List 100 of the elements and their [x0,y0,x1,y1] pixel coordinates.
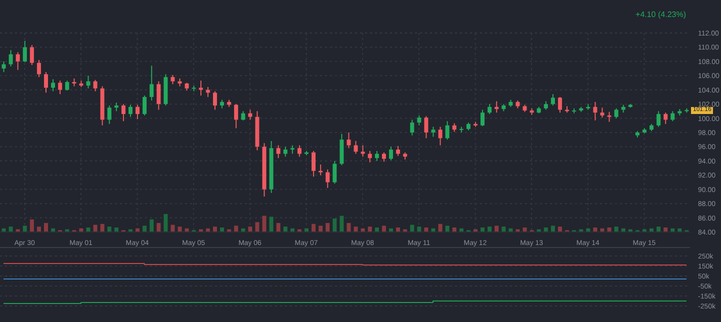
bar [262,216,266,232]
bar [550,226,555,232]
candlestick [121,104,126,122]
bar [382,226,386,232]
candlestick [51,78,56,92]
candlestick [600,107,604,118]
candlestick [488,104,492,115]
bar [170,224,175,232]
bar [326,223,330,232]
candlestick [136,104,140,120]
candlestick [128,104,132,118]
candlestick [346,132,351,149]
candlestick [368,150,372,163]
bar [438,224,442,232]
candlestick [65,80,70,92]
bar [488,226,492,232]
candlestick [16,52,20,70]
bar [502,226,506,232]
candlestick [424,116,428,139]
candlestick [30,44,34,66]
candlestick [170,74,175,85]
candlestick [44,72,48,94]
candlestick [396,146,400,156]
candlestick [558,96,562,114]
bar [332,218,337,232]
candlestick [550,94,555,106]
candlestick [494,100,499,114]
candlestick [142,95,147,116]
candlestick [241,110,246,121]
candlestick [234,104,238,129]
candlestick [354,140,358,154]
candlestick [374,150,379,162]
bar [234,226,238,232]
candlestick [431,126,436,138]
bar [22,226,27,232]
candlestick [656,110,661,128]
candlestick [156,80,161,110]
bar [269,216,274,232]
candlestick [276,144,280,159]
candlestick [36,60,41,78]
candlestick [438,126,442,146]
bar [346,223,351,232]
bar [276,223,280,232]
bar [156,223,161,232]
candlestick [22,40,27,63]
candlestick [8,50,13,67]
bar [445,226,450,232]
bar [8,226,13,232]
bar [656,226,661,232]
candlestick [198,80,203,96]
bar [30,219,34,232]
candlestick [86,75,90,89]
candlestick [445,120,450,140]
bar [212,226,217,232]
bar [494,226,499,232]
candlestick [480,109,485,127]
bar [36,226,41,232]
bar [558,226,562,232]
candlestick [607,111,612,122]
candlestick [417,114,422,126]
candlestick [326,168,330,188]
candlestick [670,110,675,122]
candlestick [410,119,414,136]
candlestick [614,108,618,119]
candlestick [360,144,365,158]
bar [283,226,288,232]
bar [614,226,618,232]
bar [142,226,147,232]
bar [417,226,422,232]
bar [150,219,154,232]
candlestick [318,164,323,176]
candlestick [297,144,302,158]
bar [107,226,112,232]
bar [312,224,316,232]
candlestick [107,104,112,124]
candlestick [389,146,394,161]
bar [93,224,98,232]
bar [340,216,344,232]
candlestick [58,80,62,95]
candlestick [312,150,316,178]
candlestick [382,152,386,162]
bar [410,224,414,232]
text: +4.10 (4.23%) [636,10,686,19]
candlestick [212,90,217,110]
bar [164,214,168,232]
bar [318,226,323,232]
candlestick [283,146,288,158]
bar [354,226,358,232]
candlestick [2,60,6,73]
candlestick [93,79,98,92]
candlestick [593,101,598,121]
bar [368,226,372,232]
bar [44,223,48,232]
candlestick [150,65,154,102]
bar [178,226,182,232]
candlestick [332,160,337,184]
candlestick [664,112,668,124]
candlestick [248,109,252,120]
bar [255,222,260,232]
bar [248,226,252,232]
